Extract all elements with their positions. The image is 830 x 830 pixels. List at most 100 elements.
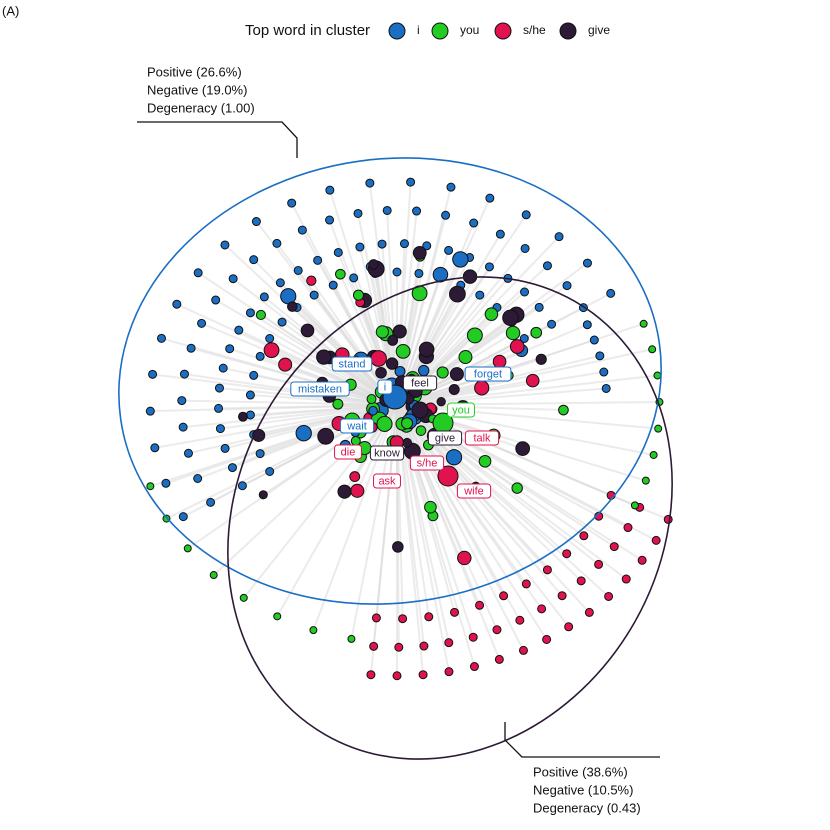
node	[275, 278, 285, 288]
node	[499, 591, 509, 601]
node	[225, 344, 235, 354]
node	[450, 607, 460, 617]
node	[418, 364, 430, 377]
node	[623, 523, 633, 533]
node	[193, 474, 203, 484]
legend-label: i	[417, 23, 420, 37]
node	[249, 255, 259, 265]
node	[355, 242, 365, 252]
node	[446, 182, 456, 192]
node	[385, 357, 399, 370]
node	[448, 383, 460, 395]
node	[519, 334, 529, 343]
node	[475, 600, 485, 610]
node	[300, 323, 315, 338]
node	[353, 208, 363, 218]
node-label: s/he	[417, 457, 438, 469]
node	[639, 319, 648, 328]
node	[265, 467, 275, 476]
node	[377, 239, 387, 249]
node	[265, 334, 275, 343]
node	[515, 615, 525, 625]
node	[599, 367, 609, 377]
node	[415, 425, 427, 436]
node	[392, 324, 407, 339]
node	[606, 288, 616, 298]
cluster-annotations: Positive (26.6%) Negative (19.0%) Degenera…	[147, 64, 641, 815]
node	[535, 353, 547, 365]
node-label: give	[435, 432, 455, 444]
node	[401, 417, 414, 430]
node-label: die	[341, 446, 356, 458]
node	[237, 411, 248, 422]
node-label-box	[290, 381, 350, 397]
node-label-box	[331, 356, 373, 372]
node	[328, 280, 338, 290]
node	[457, 550, 472, 566]
node	[227, 463, 237, 473]
node	[295, 425, 312, 442]
legend-swatch	[494, 22, 512, 40]
node-label-box	[339, 418, 375, 434]
node	[177, 396, 187, 406]
node	[263, 342, 280, 359]
node-label: feel	[411, 377, 429, 389]
node	[368, 259, 379, 270]
node	[398, 614, 408, 624]
node-label-box	[409, 455, 445, 471]
node-label-box	[402, 375, 438, 391]
node	[534, 302, 544, 312]
node	[399, 239, 409, 249]
node	[245, 390, 255, 400]
node	[370, 350, 387, 367]
node-label: mistaken	[298, 383, 342, 395]
node	[249, 370, 259, 380]
node	[179, 369, 189, 379]
node-label: know	[374, 447, 400, 459]
node-labels: stand mistaken wait i feel forget you give talk k…	[290, 356, 512, 499]
node	[653, 371, 662, 380]
node	[511, 482, 523, 494]
node	[209, 571, 218, 580]
node	[458, 350, 473, 365]
node	[228, 274, 238, 284]
node	[178, 422, 188, 432]
node	[239, 593, 248, 602]
node-label-box	[456, 483, 492, 499]
edge	[396, 404, 659, 430]
node	[494, 654, 504, 664]
node	[349, 273, 359, 283]
node	[157, 333, 167, 343]
node	[255, 449, 265, 459]
node	[478, 454, 492, 468]
node	[392, 671, 402, 681]
node	[558, 404, 569, 416]
legend: i you s/he give	[388, 22, 610, 40]
node	[313, 255, 323, 265]
node	[609, 542, 619, 552]
legend-label: you	[460, 23, 479, 37]
node	[368, 405, 378, 416]
node	[365, 178, 375, 188]
node	[255, 351, 265, 361]
node	[630, 501, 639, 510]
node	[582, 320, 592, 330]
node	[414, 268, 424, 278]
node	[259, 292, 269, 302]
node	[183, 544, 192, 553]
edge	[154, 404, 398, 449]
node	[245, 308, 255, 318]
node	[392, 541, 404, 553]
node	[218, 363, 228, 373]
cluster-stat: Negative (19.0%)	[147, 82, 247, 97]
node	[317, 427, 335, 445]
node	[576, 576, 586, 586]
node	[441, 210, 451, 220]
node	[520, 287, 530, 297]
edge	[396, 404, 505, 597]
node	[382, 205, 392, 215]
node	[466, 327, 483, 344]
legend-label: s/he	[523, 23, 546, 37]
node	[530, 326, 543, 339]
